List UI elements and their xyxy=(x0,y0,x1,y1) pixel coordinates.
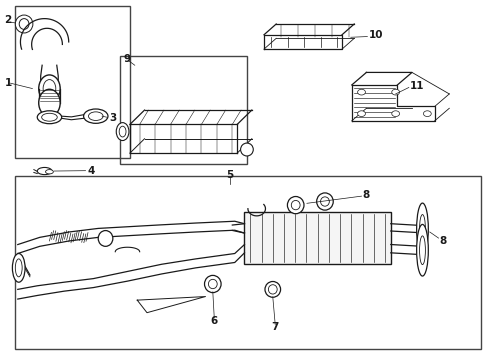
Text: 1: 1 xyxy=(4,78,12,88)
Text: 5: 5 xyxy=(226,170,233,180)
Text: 7: 7 xyxy=(271,322,278,332)
Ellipse shape xyxy=(39,89,60,117)
Ellipse shape xyxy=(416,224,427,276)
Ellipse shape xyxy=(98,230,113,246)
Text: 6: 6 xyxy=(210,316,218,325)
Text: 8: 8 xyxy=(439,236,446,246)
Ellipse shape xyxy=(416,203,427,255)
Ellipse shape xyxy=(316,193,332,210)
Ellipse shape xyxy=(291,201,300,210)
Ellipse shape xyxy=(287,197,304,214)
Bar xyxy=(15,6,130,158)
Ellipse shape xyxy=(12,253,25,282)
Ellipse shape xyxy=(204,275,221,293)
Bar xyxy=(15,176,480,348)
Text: 4: 4 xyxy=(87,166,95,176)
Text: 8: 8 xyxy=(362,190,369,200)
Ellipse shape xyxy=(268,285,277,294)
Ellipse shape xyxy=(39,75,60,102)
Ellipse shape xyxy=(15,259,22,277)
Ellipse shape xyxy=(264,282,280,297)
Bar xyxy=(244,212,390,264)
Circle shape xyxy=(357,89,365,95)
Ellipse shape xyxy=(37,111,61,124)
Ellipse shape xyxy=(419,215,425,243)
Ellipse shape xyxy=(43,80,56,98)
Ellipse shape xyxy=(208,279,217,289)
Text: 2: 2 xyxy=(4,15,12,26)
Ellipse shape xyxy=(116,123,129,140)
Ellipse shape xyxy=(88,112,103,121)
Ellipse shape xyxy=(419,236,425,265)
Circle shape xyxy=(357,111,365,117)
Text: 10: 10 xyxy=(368,31,383,40)
Ellipse shape xyxy=(37,167,52,175)
Text: 9: 9 xyxy=(123,54,130,64)
Ellipse shape xyxy=(19,19,29,30)
Ellipse shape xyxy=(45,170,53,174)
Ellipse shape xyxy=(240,143,253,156)
Text: 11: 11 xyxy=(409,81,424,91)
Circle shape xyxy=(391,89,399,95)
Ellipse shape xyxy=(41,113,57,121)
Ellipse shape xyxy=(119,126,126,137)
Circle shape xyxy=(391,111,399,117)
Ellipse shape xyxy=(83,109,108,123)
Ellipse shape xyxy=(320,197,329,206)
Circle shape xyxy=(423,111,430,117)
Bar xyxy=(120,56,246,164)
Text: 3: 3 xyxy=(109,113,116,123)
Ellipse shape xyxy=(15,15,33,33)
